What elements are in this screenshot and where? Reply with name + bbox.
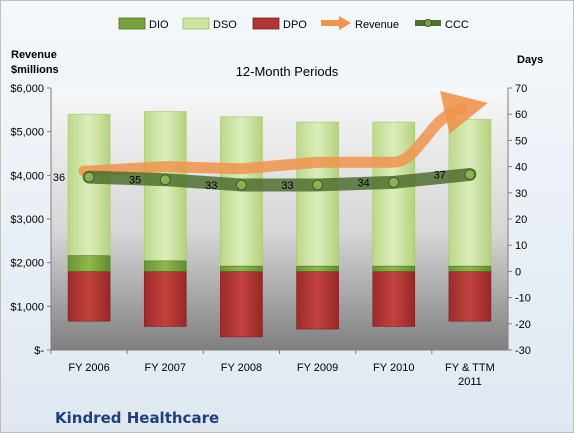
legend-item-dio: DIO bbox=[118, 17, 169, 31]
y-right-tick-label-4: 10 bbox=[515, 240, 527, 252]
y-left-tick-label-4: $4,000 bbox=[10, 170, 44, 182]
ccc-point-2 bbox=[235, 179, 247, 191]
ccc-point-4 bbox=[388, 176, 400, 188]
y-left-tick-label-5: $5,000 bbox=[10, 127, 44, 139]
ccc-data-label-2: 33 bbox=[205, 180, 217, 192]
bar-dpo-3 bbox=[296, 271, 339, 330]
ccc-point-0 bbox=[83, 171, 95, 183]
legend-label-ccc: CCC bbox=[445, 19, 469, 31]
legend: DIO DSO DPO Revenue CCC bbox=[118, 16, 469, 31]
ccc-line bbox=[82, 167, 477, 192]
y-left-tick-label-2: $2,000 bbox=[10, 258, 44, 270]
revenue-line bbox=[78, 90, 488, 177]
ccc-point-3 bbox=[312, 179, 324, 191]
bar-dso-4 bbox=[372, 121, 416, 267]
chart-title: 12-Month Periods bbox=[236, 64, 339, 79]
bar-dio-4 bbox=[372, 265, 416, 272]
y-right-tick-label-2: -10 bbox=[515, 293, 531, 305]
legend-label-revenue: Revenue bbox=[355, 19, 399, 31]
y-left-title-line1: Revenue bbox=[11, 49, 57, 61]
bar-dpo-4 bbox=[372, 271, 416, 327]
legend-item-dso: DSO bbox=[182, 17, 237, 31]
ccc-data-label-4: 34 bbox=[358, 177, 370, 189]
bar-dpo-2 bbox=[220, 271, 263, 338]
bars-layer bbox=[67, 111, 492, 338]
axes-layer: $- $1,000 $2,000 $3,000 $4,000 $5,000 $6,000 -3… bbox=[10, 83, 531, 388]
y-right-tick-label-9: 60 bbox=[515, 109, 527, 121]
ccc-data-label-1: 35 bbox=[129, 175, 141, 187]
ccc-data-label-0: 36 bbox=[53, 172, 65, 184]
x-tick-label-3: FY 2009 bbox=[297, 362, 338, 374]
x-tick-label-5: FY & TTM 2011 bbox=[445, 362, 495, 388]
y-right-tick-label-5: 20 bbox=[515, 214, 527, 226]
legend-arrow-icon bbox=[339, 16, 351, 30]
legend-swatch-dpo bbox=[252, 17, 280, 30]
legend-item-dpo: DPO bbox=[252, 17, 307, 31]
company-name: Kindred Healthcare bbox=[55, 409, 220, 427]
ccc-data-label-5: 37 bbox=[434, 169, 446, 181]
y-right-title: Days bbox=[517, 54, 543, 66]
ccc-point-5 bbox=[464, 168, 476, 180]
bar-dso-0 bbox=[67, 113, 111, 256]
legend-swatch-dso bbox=[182, 17, 210, 30]
y-left-title-line2: $millions bbox=[11, 64, 59, 76]
ccc-data-label-3: 33 bbox=[281, 180, 293, 192]
bar-dso-5 bbox=[448, 119, 492, 267]
x-tick-label-1: FY 2007 bbox=[145, 362, 186, 374]
y-left-tick-label-3: $3,000 bbox=[10, 214, 44, 226]
legend-item-revenue: Revenue bbox=[321, 16, 399, 31]
legend-swatch-dio bbox=[118, 17, 146, 30]
lines-layer: 36 35 33 33 34 37 bbox=[53, 90, 488, 192]
x-tick-label-2: FY 2008 bbox=[221, 362, 262, 374]
bar-dio-5 bbox=[448, 265, 492, 272]
bar-dio-2 bbox=[220, 265, 263, 272]
ccc-point-1 bbox=[159, 174, 171, 186]
bar-dso-3 bbox=[296, 121, 339, 267]
legend-marker-ccc bbox=[424, 19, 432, 27]
y-right-tick-label-6: 30 bbox=[515, 188, 527, 200]
bar-dpo-5 bbox=[448, 271, 492, 322]
x-tick-label-4: FY 2010 bbox=[373, 362, 414, 374]
x-tick-label-0: FY 2006 bbox=[68, 362, 109, 374]
bar-dpo-1 bbox=[143, 271, 187, 327]
legend-item-ccc: CCC bbox=[415, 19, 469, 31]
bar-dio-0 bbox=[67, 255, 111, 272]
y-left-tick-label-0: $- bbox=[34, 345, 44, 357]
legend-label-dpo: DPO bbox=[283, 19, 307, 31]
bar-dio-3 bbox=[296, 265, 339, 272]
y-left-tick-label-1: $1,000 bbox=[10, 301, 44, 313]
legend-label-dso: DSO bbox=[213, 19, 237, 31]
y-right-tick-label-10: 70 bbox=[515, 83, 527, 95]
y-right-tick-label-8: 50 bbox=[515, 135, 527, 147]
y-right-tick-label-3: 0 bbox=[515, 266, 521, 278]
y-right-tick-label-0: -30 bbox=[515, 345, 531, 357]
legend-label-dio: DIO bbox=[149, 19, 169, 31]
bar-dio-1 bbox=[143, 260, 187, 272]
y-left-tick-label-6: $6,000 bbox=[10, 83, 44, 95]
bar-dso-2 bbox=[220, 116, 263, 267]
y-right-tick-label-7: 40 bbox=[515, 162, 527, 174]
y-right-tick-label-1: -20 bbox=[515, 319, 531, 331]
bar-dpo-0 bbox=[67, 271, 111, 322]
